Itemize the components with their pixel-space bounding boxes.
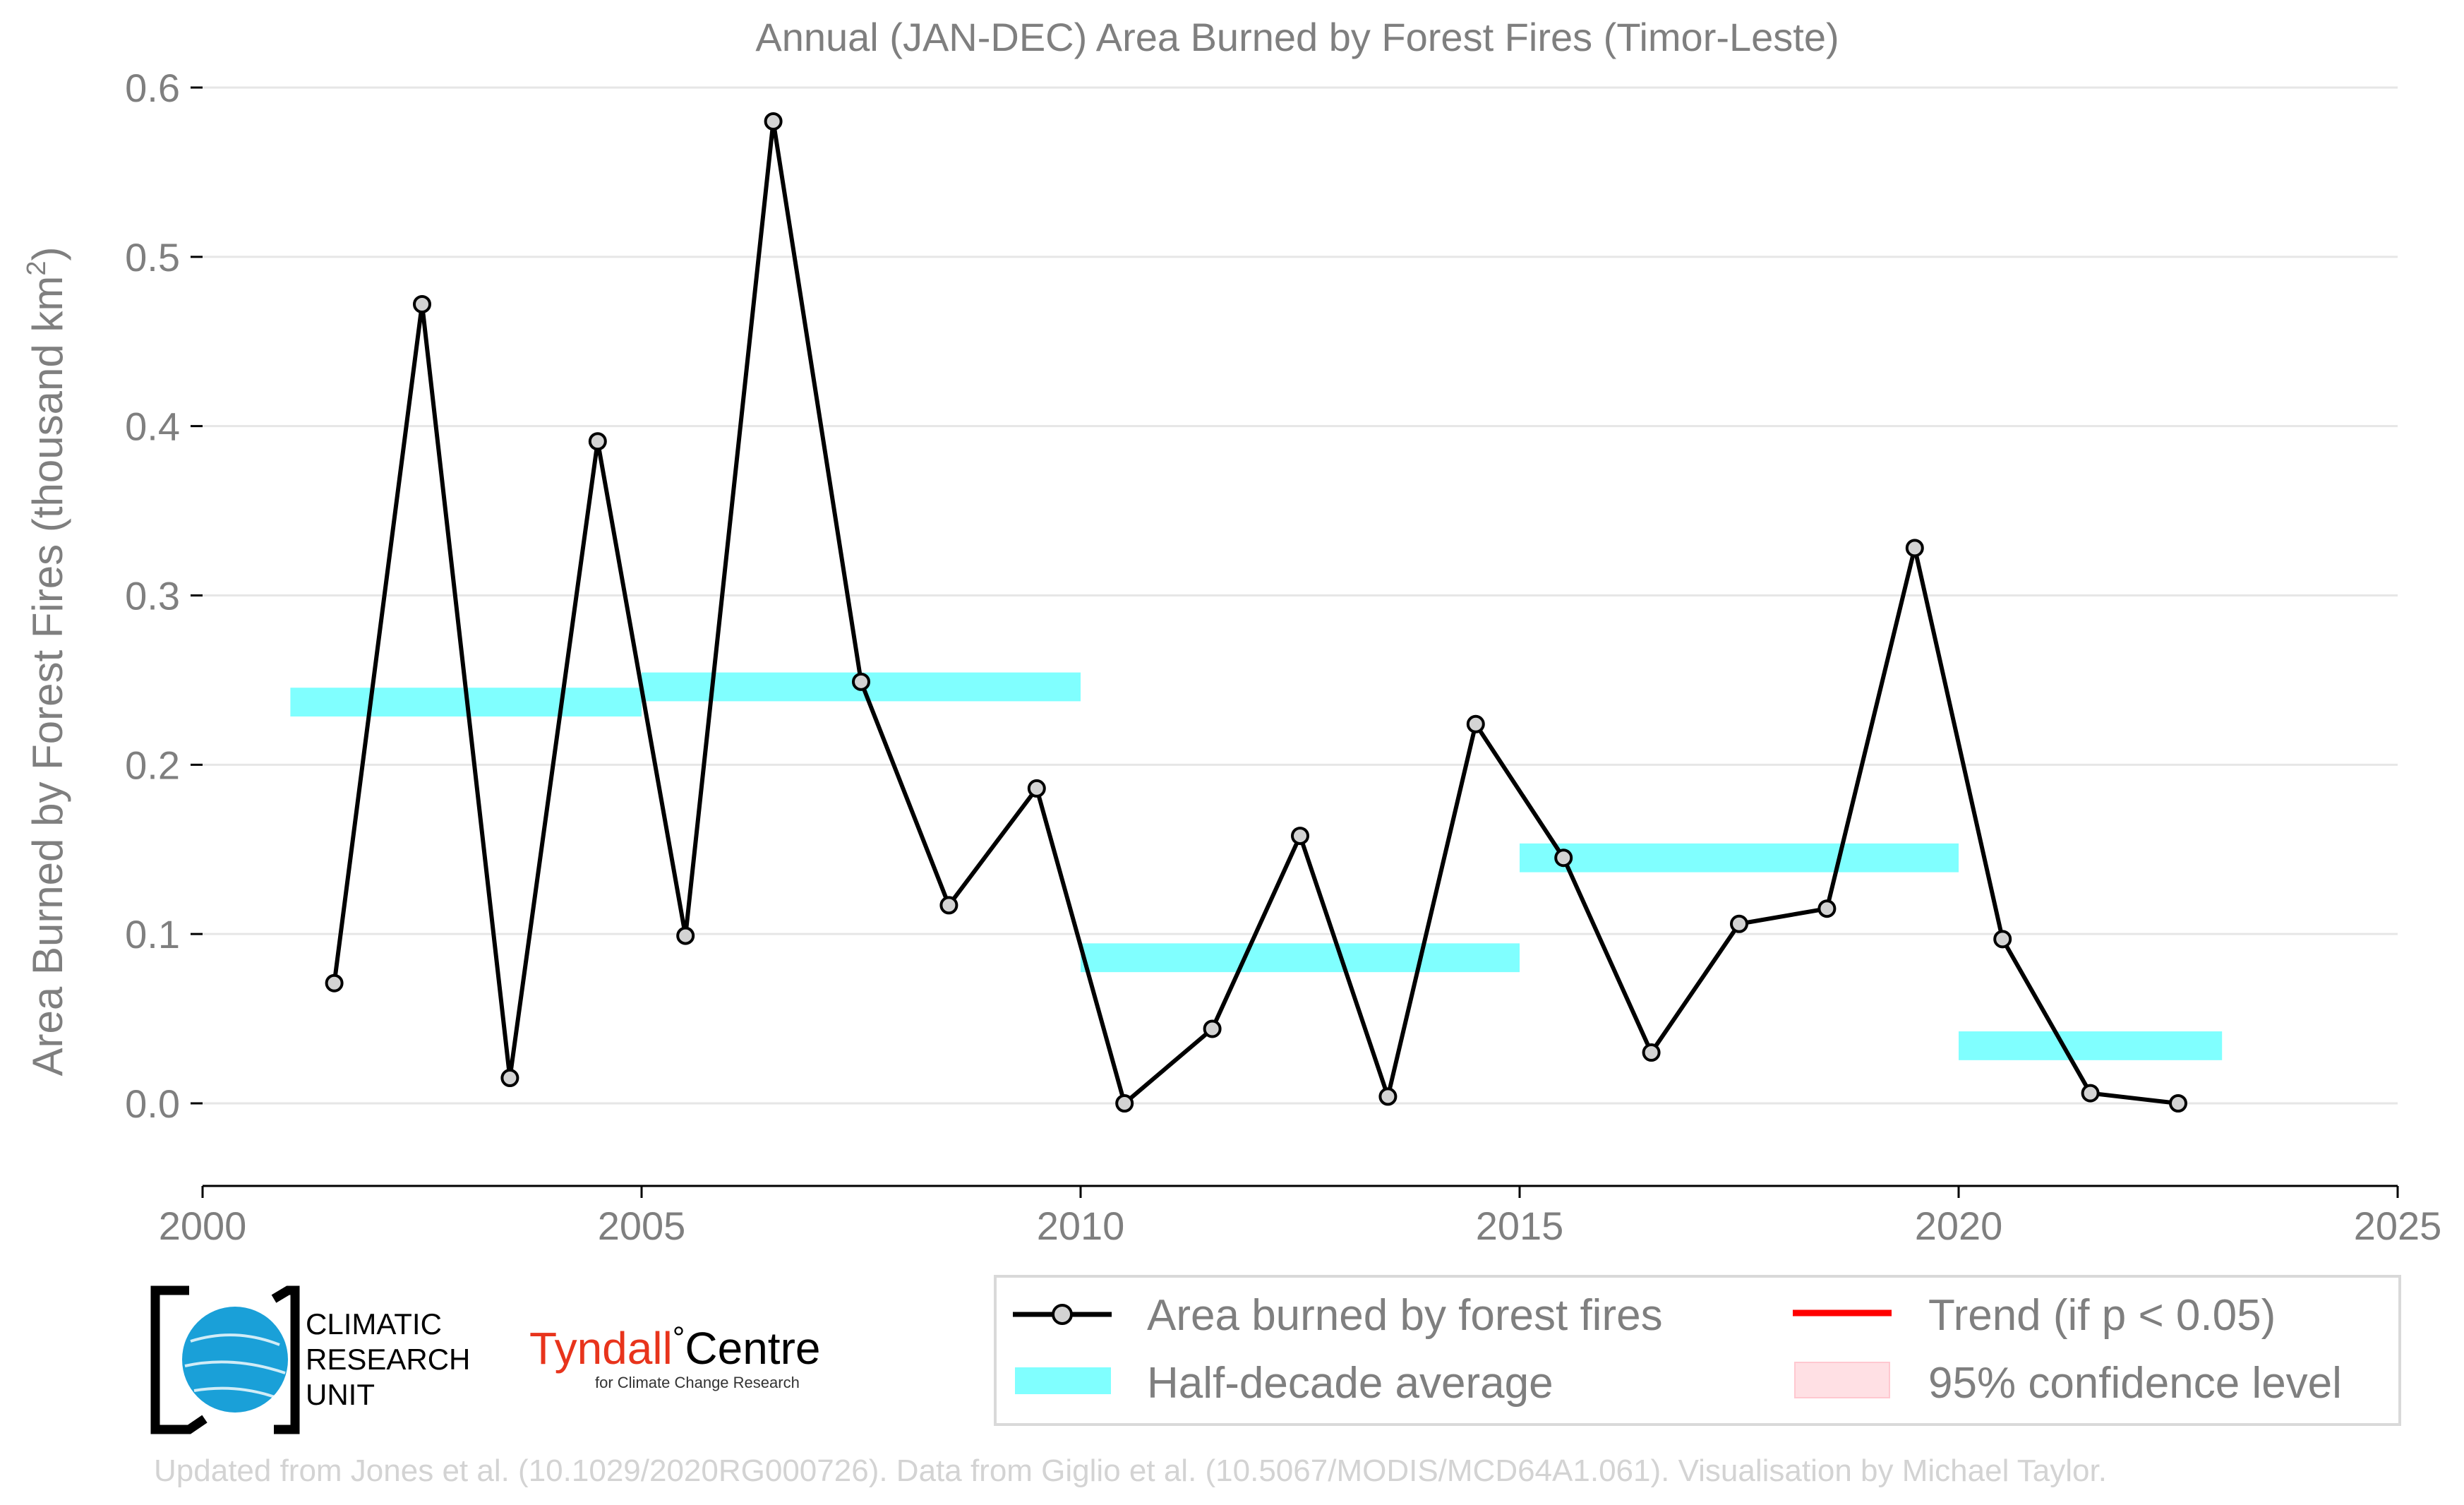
y-tick-label-1: 0.1	[125, 912, 180, 957]
x-tick-label-3: 2015	[1476, 1204, 1564, 1248]
x-tick-label-0: 2000	[159, 1204, 247, 1248]
data-point-0	[325, 973, 344, 993]
y-tick-label-2: 0.2	[125, 743, 180, 787]
data-point-12	[1378, 1087, 1398, 1106]
cru-logo-globe-lines	[184, 1333, 286, 1399]
legend-series-marker	[1052, 1304, 1073, 1325]
data-point-16	[1730, 914, 1748, 933]
data-point-13	[1466, 714, 1485, 733]
half-decade-band-4	[1959, 1031, 2223, 1060]
cru-logo-line-3: UNIT	[306, 1378, 375, 1411]
data-point-20	[2081, 1084, 2100, 1103]
cru-logo-line-2: RESEARCH	[306, 1343, 470, 1376]
data-point-2	[500, 1069, 519, 1088]
cru-logo: CLIMATIC RESEARCH UNIT	[150, 1285, 470, 1434]
legend-half-decade-swatch	[1015, 1367, 1111, 1394]
data-point-19	[1993, 930, 2012, 949]
x-tick-label-4: 2020	[1915, 1204, 2003, 1248]
data-point-21	[2169, 1094, 2187, 1113]
tyndall-logo-subtitle: for Climate Change Research	[595, 1374, 800, 1391]
cru-logo-globe-icon	[182, 1307, 288, 1413]
data-point-18	[1905, 539, 1924, 558]
x-tick-label-1: 2005	[598, 1204, 686, 1248]
data-point-5	[764, 112, 783, 131]
y-tick-label-4: 0.4	[125, 404, 180, 449]
cru-logo-bracket-right	[271, 1285, 300, 1434]
x-tick-label-2: 2010	[1037, 1204, 1125, 1248]
y-tick-label-0: 0.0	[125, 1081, 180, 1126]
data-point-8	[1027, 779, 1046, 798]
data-point-17	[1817, 899, 1837, 918]
series-line-0	[332, 121, 2179, 1108]
data-point-3	[588, 432, 607, 451]
legend-box	[994, 1275, 2401, 1426]
cru-logo-bracket-left	[150, 1285, 208, 1434]
y-tick-label-6: 0.6	[125, 66, 180, 110]
legend-trend-label: Trend (if p < 0.05)	[1928, 1291, 2276, 1340]
y-ticks: 0.0 0.1 0.2 0.3 0.4 0.5 0.6	[125, 66, 203, 1126]
legend-confidence-label: 95% confidence level	[1928, 1359, 2342, 1408]
y-tick-label-5: 0.5	[125, 235, 180, 280]
y-axis-label-superscript: 2	[22, 261, 52, 276]
tyndall-logo-centre: Centre	[685, 1323, 820, 1374]
y-tick-label-3: 0.3	[125, 574, 180, 618]
data-point-10	[1203, 1019, 1222, 1038]
data-point-9	[1115, 1094, 1134, 1113]
half-decade-band-2	[1081, 943, 1520, 973]
data-point-14	[1554, 849, 1573, 868]
series-layer	[325, 112, 2187, 1113]
tyndall-logo-degree: °	[673, 1321, 685, 1355]
data-point-7	[939, 896, 958, 915]
footer-credits: Updated from Jones et al. (10.1029/2020R…	[154, 1453, 2107, 1488]
y-axis-label: Area Burned by Forest Fires (thousand km…	[22, 247, 71, 1077]
gridlines	[203, 86, 2398, 1105]
legend-series-label: Area burned by forest fires	[1147, 1291, 1663, 1340]
half-decade-band-3	[1520, 843, 1959, 873]
chart-title: Annual (JAN-DEC) Area Burned by Forest F…	[755, 15, 1839, 59]
data-point-1	[413, 294, 431, 313]
legend-half-decade-label: Half-decade average	[1147, 1359, 1553, 1408]
data-point-6	[852, 672, 870, 691]
tyndall-logo: Tyndall°Centre for Climate Change Resear…	[529, 1321, 820, 1391]
legend: Area burned by forest fires Half-decade …	[994, 1275, 2401, 1426]
data-point-11	[1291, 827, 1309, 846]
tyndall-logo-wordmark: Tyndall°Centre	[529, 1321, 820, 1374]
x-ticks: 2000 2005 2010 2015 2020 2025	[159, 1186, 2442, 1248]
y-axis-label-main: Area Burned by Forest Fires (thousand km	[24, 276, 71, 1077]
y-axis-label-close: )	[24, 247, 71, 261]
data-point-4	[676, 926, 695, 945]
legend-confidence-swatch	[1794, 1362, 1890, 1398]
data-point-15	[1642, 1043, 1661, 1062]
x-tick-label-5: 2025	[2354, 1204, 2442, 1248]
cru-logo-line-1: CLIMATIC	[306, 1307, 442, 1341]
tyndall-logo-main: Tyndall	[529, 1323, 673, 1374]
